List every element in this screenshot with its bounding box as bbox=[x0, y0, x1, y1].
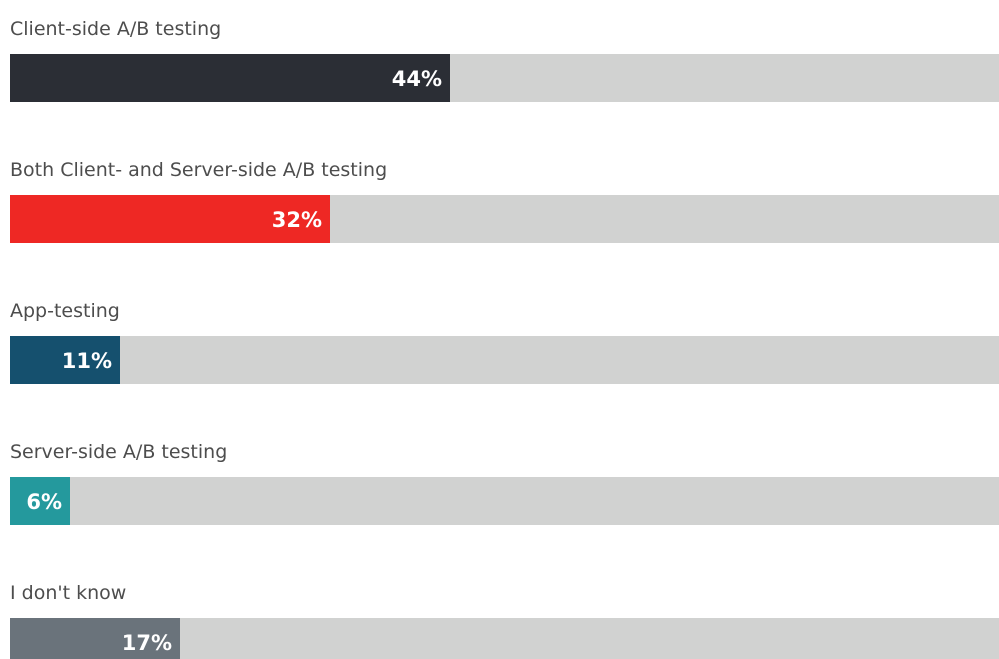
bar-track bbox=[10, 336, 999, 384]
value-label: 6% bbox=[26, 490, 62, 514]
category-label: I don't know bbox=[10, 582, 126, 604]
value-label: 44% bbox=[392, 67, 442, 91]
value-label: 11% bbox=[62, 349, 112, 373]
bar bbox=[10, 336, 120, 384]
bar-track bbox=[10, 477, 999, 525]
value-label: 32% bbox=[272, 208, 322, 232]
category-label: Client-side A/B testing bbox=[10, 18, 221, 40]
category-label: App-testing bbox=[10, 300, 120, 322]
bar bbox=[10, 618, 180, 659]
value-label: 17% bbox=[122, 631, 172, 655]
bar bbox=[10, 477, 70, 525]
bar bbox=[10, 195, 330, 243]
bar bbox=[10, 54, 450, 102]
category-label: Both Client- and Server-side A/B testing bbox=[10, 159, 387, 181]
category-label: Server-side A/B testing bbox=[10, 441, 227, 463]
